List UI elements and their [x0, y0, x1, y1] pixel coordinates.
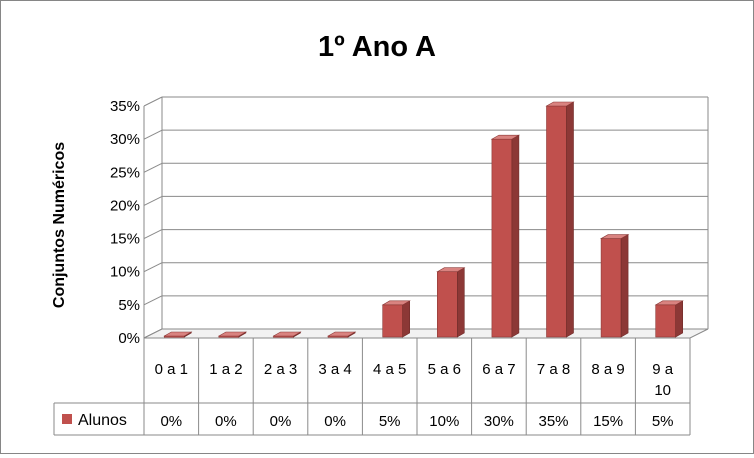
data-table-value: 0%: [270, 413, 292, 430]
bar-side: [402, 300, 411, 338]
bar-top: [654, 300, 684, 306]
data-table-value: 30%: [484, 413, 514, 430]
y-tick-label: 20%: [110, 197, 140, 214]
gridline-side: [143, 229, 163, 240]
bar-top: [599, 234, 630, 239]
bar: [491, 138, 513, 338]
x-tick-label: 2 a 3: [264, 361, 297, 378]
y-tick-label: 15%: [110, 231, 140, 248]
gridline-side: [143, 295, 163, 306]
gridline-side: [143, 129, 163, 140]
bar-top: [490, 134, 521, 140]
chart-title: 1º Ano A: [318, 31, 436, 63]
data-table-value: 0%: [160, 413, 182, 430]
x-tick-label: 5 a 6: [428, 361, 461, 378]
bar: [600, 238, 622, 338]
bar-side: [511, 134, 520, 338]
x-tick-label: 7 a 8: [537, 361, 570, 378]
y-tick-label: 30%: [110, 131, 140, 148]
data-table-value: 5%: [379, 413, 401, 430]
gridline-side: [143, 96, 163, 107]
x-tick-label: 1 a 2: [209, 361, 242, 378]
y-tick-label: 35%: [110, 98, 140, 115]
x-tick-label: 9 a 10: [652, 361, 674, 399]
y-axis-label: Conjuntos Numéricos: [51, 142, 68, 308]
data-table-value: 0%: [215, 413, 237, 430]
bar-side: [566, 101, 574, 338]
legend-swatch: [62, 414, 72, 424]
data-table-value: 5%: [652, 413, 674, 430]
bar-side: [620, 234, 629, 338]
y-tick-label: 25%: [110, 164, 140, 181]
bar-top: [381, 300, 411, 306]
x-tick-label: 4 a 5: [373, 361, 406, 378]
x-tick-label: 0 a 1: [155, 361, 188, 378]
y-tick-label: 0%: [118, 330, 140, 347]
bar-top: [436, 267, 466, 273]
data-table-value: 15%: [593, 413, 623, 430]
bar-side: [675, 300, 684, 338]
gridline-side: [143, 262, 163, 273]
bar: [382, 304, 404, 338]
x-tick-label: 8 a 9: [591, 361, 624, 378]
gridline-side: [143, 162, 163, 173]
x-tick-label: 3 a 4: [318, 361, 351, 378]
bar-top: [326, 331, 357, 337]
data-table-value: 10%: [429, 413, 459, 430]
bar-side: [456, 267, 465, 338]
gridline-side: [143, 195, 163, 206]
bar: [546, 105, 567, 338]
data-table-value: 35%: [538, 413, 568, 430]
x-tick-label: 6 a 7: [482, 361, 515, 378]
bar-top: [545, 101, 575, 107]
bar-top: [163, 331, 193, 337]
bar-top: [272, 331, 302, 337]
y-tick-label: 10%: [110, 264, 140, 281]
bar-top: [217, 331, 248, 337]
legend-label: Alunos: [78, 412, 127, 429]
data-table-value: 0%: [324, 413, 346, 430]
y-tick-label: 5%: [118, 297, 140, 314]
bar: [436, 271, 458, 338]
bar: [655, 304, 677, 338]
